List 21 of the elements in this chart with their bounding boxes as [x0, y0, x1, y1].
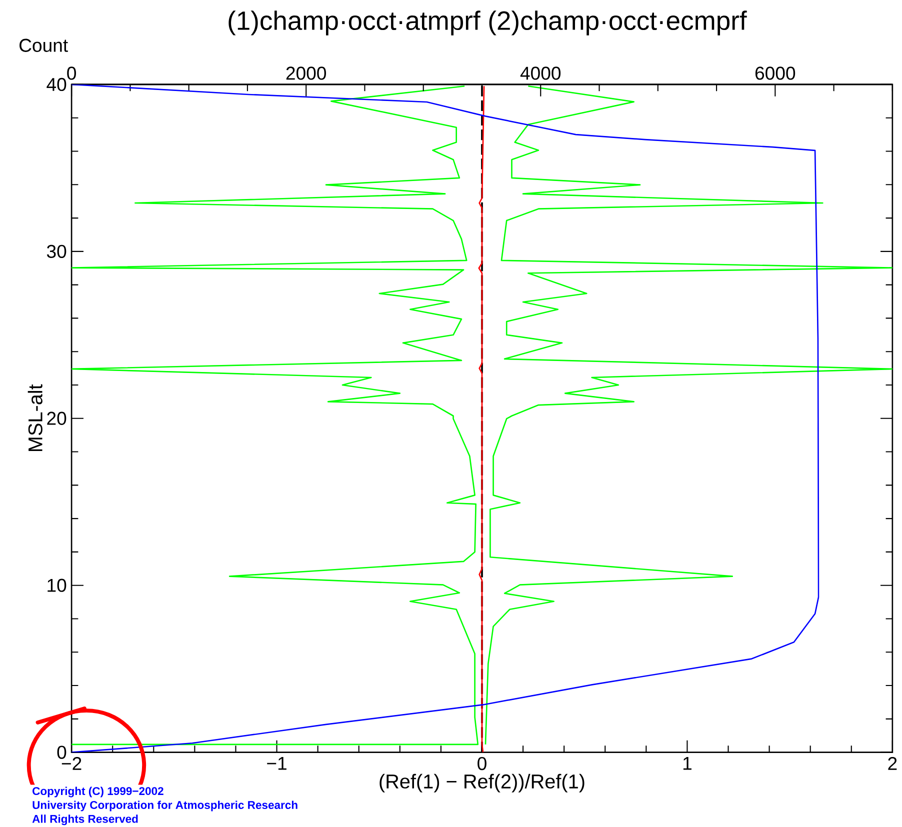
text: All Rights Reserved [32, 814, 138, 826]
y-tick-label: 20 [47, 412, 66, 425]
x2-tick-label: 2000 [286, 66, 326, 80]
x2-tick-label: 4000 [520, 66, 561, 80]
y-tick-label: 40 [46, 78, 66, 91]
x2-axis-title: Count [20, 38, 68, 52]
x-tick-label: −1 [267, 756, 286, 770]
chart-title: (1)champ·occt·atmprf (2)champ·occt·ecmprf [228, 10, 747, 36]
y-axis-title: MSL-alt [28, 384, 42, 451]
x-tick-label: 2 [888, 756, 897, 770]
x-tick-label: −2 [62, 756, 82, 770]
x-tick-label: 0 [478, 756, 486, 770]
x-tick-label: 1 [683, 756, 692, 770]
y-tick-label: 10 [48, 578, 66, 592]
y-tick-label: 30 [46, 244, 66, 258]
text: Copyright (C) 1999−2002 [32, 786, 164, 798]
x2-tick-label: 6000 [755, 66, 796, 80]
y-tick-label: 0 [57, 746, 66, 759]
x-axis-title: (Ref(1) − Ref(2))/Ref(1) [380, 774, 584, 792]
x2-tick-label: 0 [67, 66, 76, 80]
text: University Corporation for Atmospheric Research [32, 800, 298, 812]
